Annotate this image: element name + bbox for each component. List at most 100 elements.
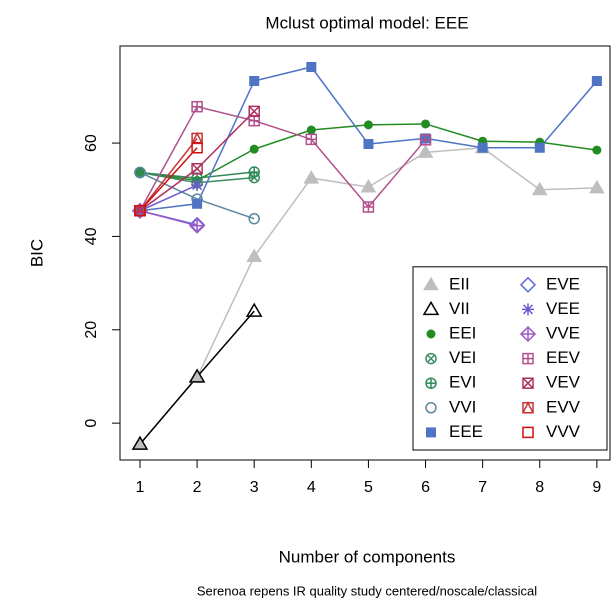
legend-marker — [519, 325, 537, 343]
point — [249, 76, 260, 87]
marker-part — [191, 163, 203, 175]
y-tick-label: 0 — [83, 419, 100, 428]
marker-part — [423, 276, 439, 291]
legend-label: EII — [449, 274, 470, 293]
point — [249, 144, 259, 154]
marker-part — [134, 205, 146, 217]
legend-label: VEI — [449, 348, 476, 367]
point — [131, 435, 149, 450]
marker-part — [363, 120, 373, 130]
marker-part — [303, 170, 320, 184]
legend-label: EEE — [449, 422, 483, 441]
marker-part — [191, 163, 203, 175]
legend-label: EEV — [546, 348, 581, 367]
marker-part — [248, 105, 260, 117]
point — [362, 201, 375, 213]
legend-marker — [425, 377, 437, 389]
legend-label: EVI — [449, 373, 476, 392]
x-tick-label: 2 — [193, 479, 202, 496]
legend-marker — [519, 276, 537, 293]
x-tick-label: 4 — [307, 479, 316, 496]
marker-part — [422, 300, 440, 316]
legend-label: VVV — [546, 422, 581, 441]
marker-part — [188, 368, 206, 383]
point — [306, 62, 317, 73]
legend-marker — [425, 352, 437, 365]
point — [534, 142, 545, 153]
marker-part — [522, 377, 534, 389]
legend-marker — [522, 352, 534, 365]
marker-part — [306, 125, 316, 135]
point — [191, 163, 203, 175]
marker-part — [477, 142, 488, 153]
marker-part — [363, 139, 374, 150]
point — [591, 76, 602, 87]
y-tick-label: 20 — [83, 321, 100, 339]
marker-part — [522, 304, 534, 315]
series-line — [139, 137, 198, 212]
marker-part — [519, 276, 537, 293]
x-tick-label: 3 — [250, 479, 259, 496]
point — [191, 179, 204, 192]
point — [306, 125, 316, 135]
marker-part — [425, 352, 437, 365]
point — [592, 145, 602, 155]
y-tick-label: 60 — [83, 134, 100, 152]
point — [360, 178, 377, 193]
x-tick-label: 1 — [136, 479, 145, 496]
legend-marker — [522, 401, 534, 414]
series-line — [139, 105, 427, 212]
point — [189, 217, 206, 234]
legend-label: VEV — [546, 373, 581, 392]
marker-part — [248, 105, 260, 118]
point — [363, 139, 374, 150]
marker-part — [191, 131, 203, 144]
marker-part — [249, 76, 260, 87]
series-line — [139, 123, 597, 182]
point — [191, 100, 203, 113]
legend-box — [412, 266, 608, 451]
legend-label: VVI — [449, 397, 476, 416]
point — [134, 205, 146, 217]
point — [134, 166, 146, 179]
point — [419, 134, 432, 146]
point — [417, 144, 434, 158]
marker-part — [522, 377, 534, 389]
x-tick-label: 9 — [592, 479, 601, 496]
marker-part — [522, 426, 534, 439]
point — [192, 198, 203, 209]
point — [246, 248, 263, 263]
marker-part — [421, 119, 431, 129]
marker-part — [522, 401, 534, 414]
point — [248, 212, 260, 225]
x-axis-title: Number of components — [279, 547, 456, 566]
legend-label: VII — [449, 299, 470, 318]
legend-marker — [522, 303, 534, 316]
marker-part — [246, 248, 263, 263]
x-tick-label: 6 — [421, 479, 430, 496]
legend-marker — [425, 402, 437, 414]
legend-marker — [522, 377, 534, 389]
marker-part — [306, 62, 317, 73]
legend-marker — [522, 426, 534, 439]
x-tick-label: 8 — [535, 479, 544, 496]
point — [248, 166, 260, 178]
point — [188, 368, 206, 383]
point — [363, 120, 373, 130]
point — [421, 119, 431, 129]
marker-part — [192, 180, 203, 191]
marker-part — [417, 144, 434, 158]
marker-part — [248, 212, 260, 225]
legend-label: EVE — [546, 274, 580, 293]
x-tick-label: 7 — [478, 479, 487, 496]
marker-part — [588, 179, 605, 194]
point — [477, 142, 488, 153]
marker-part — [249, 144, 259, 154]
legend-label: EVV — [546, 397, 581, 416]
series-line — [139, 184, 198, 212]
point — [588, 179, 605, 194]
marker-part — [531, 181, 548, 196]
legend-marker — [426, 329, 436, 339]
point — [531, 181, 548, 196]
point — [248, 114, 260, 127]
